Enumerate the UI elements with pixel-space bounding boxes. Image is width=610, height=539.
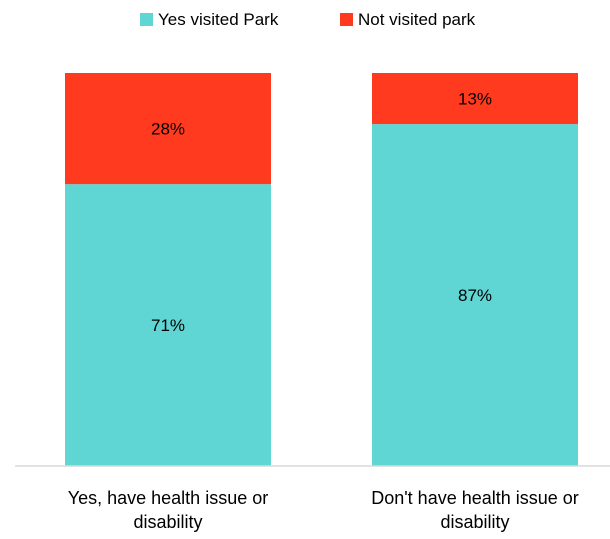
legend-label-1: Yes visited Park (158, 10, 279, 29)
plot-area: 71% 28% 87% 13% (65, 73, 578, 466)
category-label-2-line-1: Don't have health issue or (371, 488, 579, 508)
data-label-visited-2: 87% (458, 286, 492, 305)
legend-label-2: Not visited park (358, 10, 476, 29)
legend-swatch-2 (340, 13, 353, 26)
category-labels: Yes, have health issue or disability Don't… (68, 488, 579, 532)
data-label-not-visited-1: 28% (151, 120, 185, 139)
legend: Yes visited Park Not visited park (140, 10, 476, 29)
legend-swatch-1 (140, 13, 153, 26)
category-label-1-line-2: disability (133, 512, 202, 532)
bar-segment-not-visited-2 (372, 73, 578, 125)
category-label-1-line-1: Yes, have health issue or (68, 488, 268, 508)
bar-segment-visited-2 (372, 124, 578, 466)
bar-segment-visited-1 (65, 184, 271, 466)
category-label-2-line-2: disability (440, 512, 509, 532)
data-label-visited-1: 71% (151, 316, 185, 335)
data-label-not-visited-2: 13% (458, 90, 492, 109)
bar-segment-not-visited-1 (65, 73, 271, 185)
